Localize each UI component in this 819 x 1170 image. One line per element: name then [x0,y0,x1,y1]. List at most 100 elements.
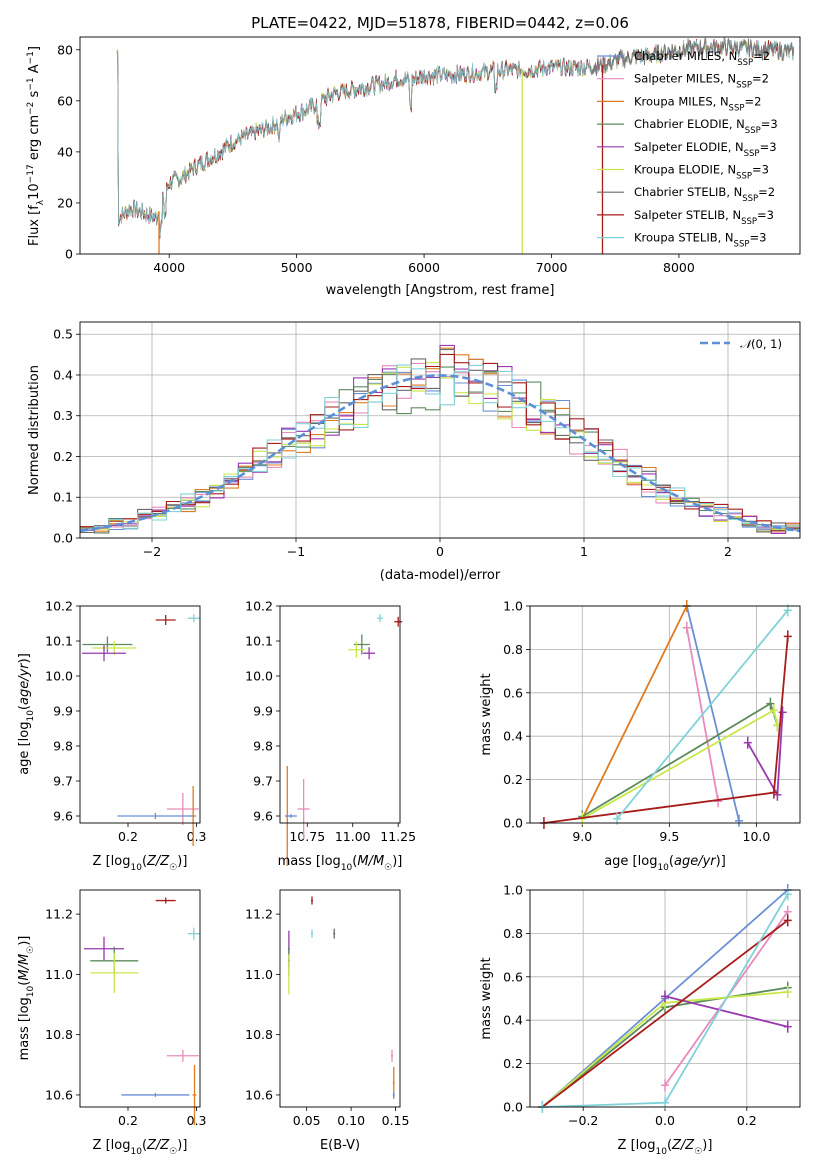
y-tick-label: 0 [65,247,73,262]
axes-frame [529,605,801,824]
legend-label: 𝒩(0, 1) [740,337,782,351]
gaussian-curve [79,374,801,533]
y-tick-label: 11.2 [45,907,73,922]
x-tick-label: 0.3 [187,1113,207,1128]
data-line [589,38,794,76]
y-axis-label: age [log10(age/yr)] [17,653,36,775]
y-tick-label: 10.0 [245,669,273,684]
y-tick-label: 10.1 [245,634,273,649]
x-tick-label: 0.10 [337,1113,365,1128]
x-tick-label: 11.00 [335,829,371,844]
legend-label-tail: =3 [749,231,766,245]
y-tick-label: 10.2 [45,599,73,614]
spectrum-line [116,37,794,235]
weight-line [581,708,779,820]
x-tick-label: 5000 [281,260,313,275]
legend-label-tail: =2 [752,72,769,86]
y-tick-label: 0.6 [503,969,523,984]
panel-mass_vs_EBV: 0.05 0.10 0.15 10.6 10.8 11.0 11.2 E(B-V) [245,889,410,1153]
legend-label-subscript: SSP [734,240,750,250]
x-axis-label: (data-model)/error [380,568,501,583]
y-tick-label: 1.0 [503,883,523,898]
weight-line [581,605,688,820]
x-tick-label: 0.3 [187,829,207,844]
x-tick-label: 9.0 [572,829,592,844]
y-tick-label: 0.0 [503,1100,523,1115]
x-tick-label: 0.05 [293,1113,321,1128]
y-tick-label: 10.0 [45,669,73,684]
x-tick-label: 4000 [153,260,185,275]
x-tick-label: 8000 [663,260,695,275]
x-tick-label: 0 [436,544,444,559]
y-tick-label: 0.0 [503,816,523,831]
legend-label: Salpeter ELODIE, NSSP=3 [634,140,777,159]
y-tick-label: 0.2 [53,449,73,464]
legend-label-tail: =3 [757,208,774,222]
y-axis-label: Normed distribution [27,365,42,495]
x-axis-label: Z [log10(Z/Z☉)] [618,1138,713,1157]
axes-frame [279,605,401,824]
y-tick-label: 10.1 [45,634,73,649]
weight-line [541,919,789,1108]
panel-age_vs_Z: 0.2 0.3 9.6 9.7 9.8 9.9 10.0 10.1 10.2 Z [log10(Z… [17,599,207,874]
x-tick-label: 7000 [536,260,568,275]
legend-label-subscript: SSP [729,103,745,113]
y-tick-label: 10.6 [245,1087,273,1102]
panel-weight_vs_age: 9.0 9.5 10.0 0.0 0.2 0.4 0.6 0.8 1.0 age [log10(a… [479,599,801,873]
spectrum-line [116,38,794,234]
y-tick-label: 10.2 [245,599,273,614]
x-tick-label: 0.0 [655,1113,675,1128]
axes-frame [529,889,801,1108]
y-tick-label: 0.4 [503,1013,523,1028]
legend-label-subscript: SSP [741,217,757,227]
x-axis-label: E(B-V) [320,1138,360,1153]
y-tick-label: 11.0 [45,967,73,982]
panel-mass_vs_Z: 0.2 0.3 10.6 10.8 11.0 11.2 Z [log10(Z/Z☉)] mas… [17,889,207,1157]
legend-label-tail: =3 [752,163,769,177]
x-tick-label: −1 [287,544,305,559]
y-tick-label: 9.9 [53,704,73,719]
x-tick-label: 6000 [408,260,440,275]
y-tick-label: 9.7 [253,774,273,789]
legend-label-subscript: SSP [744,149,760,159]
legend-label-subscript: SSP [736,172,752,182]
y-tick-label: 9.7 [53,774,73,789]
histogram-step [80,364,800,532]
spectrum-line [116,36,794,237]
x-tick-label: 1 [580,544,588,559]
x-tick-label: −0.2 [568,1113,598,1128]
figure-title: PLATE=0422, MJD=51878, FIBERID=0442, z=0… [251,14,629,32]
legend-label: Kroupa ELODIE, NSSP=3 [634,163,769,182]
x-axis-label: age [log10(age/yr)] [604,854,726,873]
x-axis-label: mass [log10(M/M☉)] [278,854,403,873]
y-tick-label: 0.2 [503,1056,523,1071]
y-tick-label: 0.8 [503,926,523,941]
y-tick-label: 11.2 [245,907,273,922]
y-tick-label: 9.6 [53,809,73,824]
y-tick-label: 9.9 [253,704,273,719]
y-axis-label: mass weight [479,673,494,755]
y-tick-label: 0.1 [53,490,73,505]
y-tick-label: 20 [57,195,73,210]
x-tick-label: 0.15 [382,1113,410,1128]
legend-label: Chabrier ELODIE, NSSP=3 [634,117,778,136]
y-tick-label: 0.5 [53,327,73,342]
axes-frame [79,36,801,255]
axes-frame [79,605,201,824]
y-tick-label: 10.6 [45,1087,73,1102]
y-tick-label: 1.0 [503,599,523,614]
weight-line [685,605,740,822]
legend-label-subscript: SSP [742,194,758,204]
y-tick-label: 60 [57,93,73,108]
y-tick-label: 10.8 [45,1027,73,1042]
spectrum-line [116,39,794,234]
x-axis-label: Z [log10(Z/Z☉)] [93,1138,188,1157]
y-tick-label: 10.8 [245,1027,273,1042]
y-tick-label: 9.8 [253,739,273,754]
spectrum-line [116,37,794,236]
y-tick-label: 40 [57,144,73,159]
panel-residuals: −2 −1 0 1 2 0.0 0.1 0.2 0.3 0.4 0.5 𝒩(0, 1) (data-mo… [27,321,801,583]
legend-label-subscript: SSP [736,81,752,91]
